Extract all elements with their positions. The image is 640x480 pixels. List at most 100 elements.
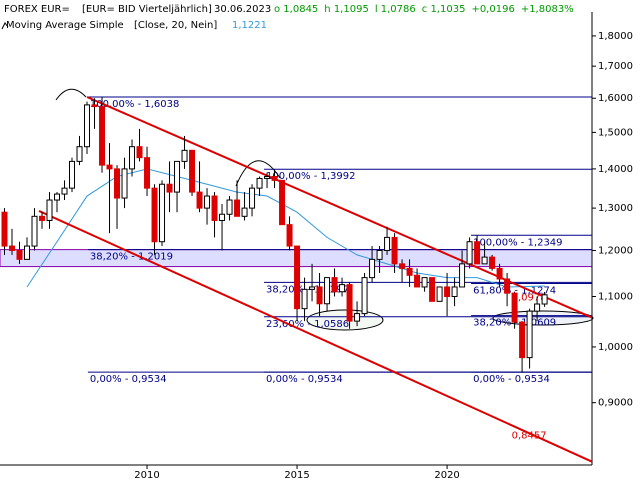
- peak-arc: [55, 88, 87, 101]
- candle-body: [189, 149, 196, 193]
- candle-body: [249, 187, 256, 209]
- candle-body: [346, 284, 353, 322]
- candle-body: [399, 263, 406, 269]
- header-quote: c 1,1035: [422, 4, 466, 15]
- candle-body: [121, 168, 128, 199]
- trend-label: 0,8457: [512, 431, 547, 442]
- candle-body: [301, 288, 308, 310]
- candle-body: [451, 286, 458, 298]
- header-symbol: FOREX EUR=: [4, 4, 70, 15]
- candle-body: [159, 183, 166, 243]
- candle-body: [9, 245, 16, 251]
- candle-body: [84, 104, 91, 148]
- y-tick-label: 1,3000: [598, 203, 633, 214]
- candle-body: [331, 277, 338, 293]
- fib-label: 100,00% - 1,2349: [473, 237, 562, 248]
- candle-body: [16, 249, 23, 260]
- candle-body: [496, 267, 503, 280]
- y-tick-label: 0,9000: [598, 398, 633, 409]
- candle-body: [511, 292, 518, 323]
- candle-body: [526, 310, 533, 359]
- candle-body: [226, 199, 233, 215]
- candle-body: [489, 256, 496, 269]
- candle-body: [369, 258, 376, 279]
- candle-body: [39, 215, 46, 221]
- trend-label: 1,0978: [512, 293, 547, 304]
- candle-body: [414, 274, 421, 288]
- header-date: 30.06.2023: [214, 4, 271, 15]
- candle-body: [384, 236, 391, 251]
- candle-body: [114, 168, 121, 199]
- header-quote: o 1,0845: [274, 4, 318, 15]
- fib-label: 23,60% - 1,0586: [266, 319, 349, 330]
- fib-label: 61,80% - 1,1274: [473, 285, 556, 296]
- legend-icon: [1, 22, 9, 30]
- header-quote: +1,8083%: [521, 4, 574, 15]
- candle-body: [429, 277, 436, 302]
- candle-body: [474, 241, 481, 265]
- x-tick-label: 2020: [434, 470, 459, 480]
- fib-label: 38,20% - 1,2019: [90, 252, 173, 263]
- candle-body: [504, 278, 511, 294]
- candle-body: [219, 213, 226, 221]
- candle-body: [211, 195, 218, 221]
- candle-body: [354, 313, 361, 322]
- candle-body: [466, 241, 473, 265]
- header-description: [EUR= BID Vierteljährlich]: [82, 4, 212, 15]
- indicator-params: [Close, 20, Nein]: [134, 20, 217, 31]
- indicator-name: Moving Average Simple: [6, 20, 124, 31]
- fib-label: 38,20% - 1,1297: [266, 284, 349, 295]
- candle-body: [24, 245, 31, 260]
- candle-body: [444, 286, 451, 298]
- candle-body: [54, 193, 61, 201]
- candle-body: [541, 294, 548, 305]
- candle-body: [361, 277, 368, 315]
- fib-label: 0,00% - 0,9534: [473, 374, 550, 385]
- candle-body: [324, 277, 331, 305]
- x-tick-label: 2010: [134, 470, 159, 480]
- candle-body: [129, 146, 136, 170]
- y-tick-label: 1,1000: [598, 292, 633, 303]
- y-tick-label: 1,2000: [598, 245, 633, 256]
- candle-body: [436, 286, 443, 302]
- candle-body: [241, 207, 248, 217]
- candle-body: [234, 199, 241, 217]
- candle-body: [91, 104, 98, 108]
- fib-label: 100,00% - 1,6038: [90, 99, 179, 110]
- candle-body: [309, 286, 316, 290]
- candle-body: [264, 176, 271, 179]
- candle-body: [196, 191, 203, 209]
- candle-body: [286, 224, 293, 247]
- candle-body: [99, 106, 106, 166]
- trendline: [38, 210, 593, 463]
- candle-body: [76, 146, 83, 162]
- y-tick-label: 1,8000: [598, 31, 633, 42]
- indicator-last: 1,1221: [232, 20, 267, 31]
- y-tick-label: 1,6000: [598, 93, 633, 104]
- header-quote: +0,0196: [471, 4, 514, 15]
- candle-body: [106, 164, 113, 170]
- candle-body: [271, 176, 278, 181]
- header-quote: l 1,0786: [375, 4, 416, 15]
- x-tick-label: 2015: [284, 470, 309, 480]
- moving-average: [26, 168, 545, 288]
- candle-body: [144, 157, 151, 189]
- candle-body: [481, 256, 488, 265]
- candle-body: [256, 177, 263, 189]
- candle-body: [181, 149, 188, 162]
- candle-body: [316, 286, 323, 305]
- header-quote: h 1,1095: [324, 4, 369, 15]
- candle-body: [166, 183, 173, 193]
- fib-label: 0,00% - 0,9534: [266, 374, 343, 385]
- candle-body: [294, 245, 301, 310]
- candle-body: [406, 267, 413, 276]
- candle-body: [204, 195, 211, 209]
- y-tick-label: 1,7000: [598, 61, 633, 72]
- candle-body: [519, 321, 526, 359]
- y-tick-label: 1,5000: [598, 127, 633, 138]
- candle-body: [376, 249, 383, 260]
- y-tick-label: 1,0000: [598, 342, 633, 353]
- candle-body: [69, 160, 76, 189]
